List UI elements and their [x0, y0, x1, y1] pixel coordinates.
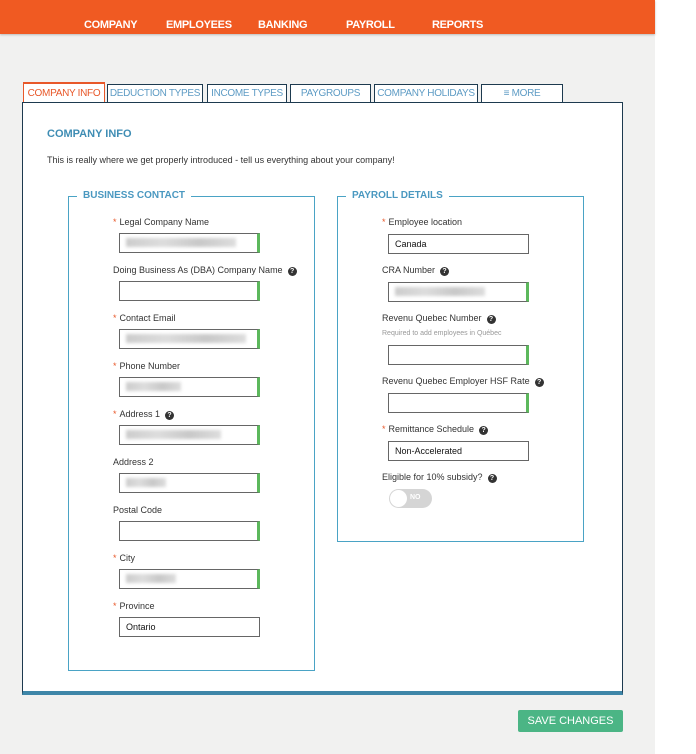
- business-contact-section: BUSINESS CONTACT: [68, 190, 315, 671]
- tab-company-holidays[interactable]: COMPANY HOLIDAYS: [374, 84, 478, 102]
- revenu-quebec-number-input[interactable]: [388, 345, 529, 365]
- field-input[interactable]: [119, 377, 260, 397]
- hsf-rate-label: Revenu Quebec Employer HSF Rate?: [382, 376, 544, 387]
- menu-icon: ≡: [503, 88, 512, 99]
- field-input[interactable]: [119, 233, 260, 253]
- nav-banking[interactable]: BANKING: [258, 19, 308, 31]
- nav-reports[interactable]: REPORTS: [432, 19, 484, 31]
- field-input[interactable]: [119, 425, 260, 445]
- cra-number-label: CRA Number?: [382, 265, 450, 276]
- help-icon: ?: [486, 315, 496, 324]
- save-changes-button[interactable]: SAVE CHANGES: [518, 710, 623, 732]
- field-label: * Legal Company Name: [113, 217, 210, 227]
- field-label: Postal Code: [113, 505, 163, 515]
- field-label: * Address 1?: [113, 409, 175, 420]
- field-label: * City: [113, 553, 136, 563]
- field-label: Address 2: [113, 457, 154, 467]
- nav-company[interactable]: COMPANY: [84, 19, 138, 31]
- employee-location-select[interactable]: Canada: [388, 234, 529, 254]
- help-icon: ?: [534, 378, 544, 387]
- field-label: * Phone Number: [113, 361, 181, 371]
- revenu-quebec-number-label: Revenu Quebec Number?: [382, 313, 496, 324]
- field-label: * Province: [113, 601, 155, 611]
- tab-more[interactable]: ≡ MORE: [481, 84, 563, 102]
- remittance-schedule-select[interactable]: Non-Accelerated: [388, 441, 529, 461]
- page-title: COMPANY INFO: [47, 128, 132, 140]
- top-nav: [0, 0, 655, 34]
- tab-income-types[interactable]: INCOME TYPES: [207, 84, 287, 102]
- subsidy-toggle[interactable]: NO: [389, 489, 432, 508]
- field-label: * Contact Email: [113, 313, 176, 323]
- field-input[interactable]: [119, 569, 260, 589]
- employee-location-label: * Employee location: [382, 217, 463, 227]
- nav-payroll[interactable]: PAYROLL: [346, 19, 395, 31]
- field-input[interactable]: [119, 281, 260, 301]
- field-input[interactable]: [119, 473, 260, 493]
- help-icon: ?: [479, 426, 489, 435]
- help-icon: ?: [487, 474, 497, 483]
- tab-deduction-types[interactable]: DEDUCTION TYPES: [107, 84, 203, 102]
- hsf-rate-input[interactable]: [388, 393, 529, 413]
- help-icon: ?: [440, 267, 450, 276]
- field-input[interactable]: [119, 329, 260, 349]
- nav-employees[interactable]: EMPLOYEES: [166, 19, 232, 31]
- field-input[interactable]: [119, 521, 260, 541]
- help-icon: ?: [287, 267, 297, 276]
- remittance-schedule-label: * Remittance Schedule?: [382, 424, 489, 435]
- payroll-details-section: PAYROLL DETAILS: [337, 190, 584, 542]
- cra-number-input[interactable]: [388, 282, 529, 302]
- intro-text: This is really where we get properly int…: [47, 155, 395, 165]
- revenu-quebec-help: Required to add employees in Québec: [382, 330, 502, 337]
- help-icon: ?: [165, 411, 175, 420]
- field-input[interactable]: Ontario: [119, 617, 260, 637]
- subsidy-label: Eligible for 10% subsidy??: [382, 472, 497, 483]
- field-label: Doing Business As (DBA) Company Name?: [113, 265, 297, 276]
- tab-company-info[interactable]: COMPANY INFO: [23, 82, 105, 102]
- tab-paygroups[interactable]: PAYGROUPS: [290, 84, 371, 102]
